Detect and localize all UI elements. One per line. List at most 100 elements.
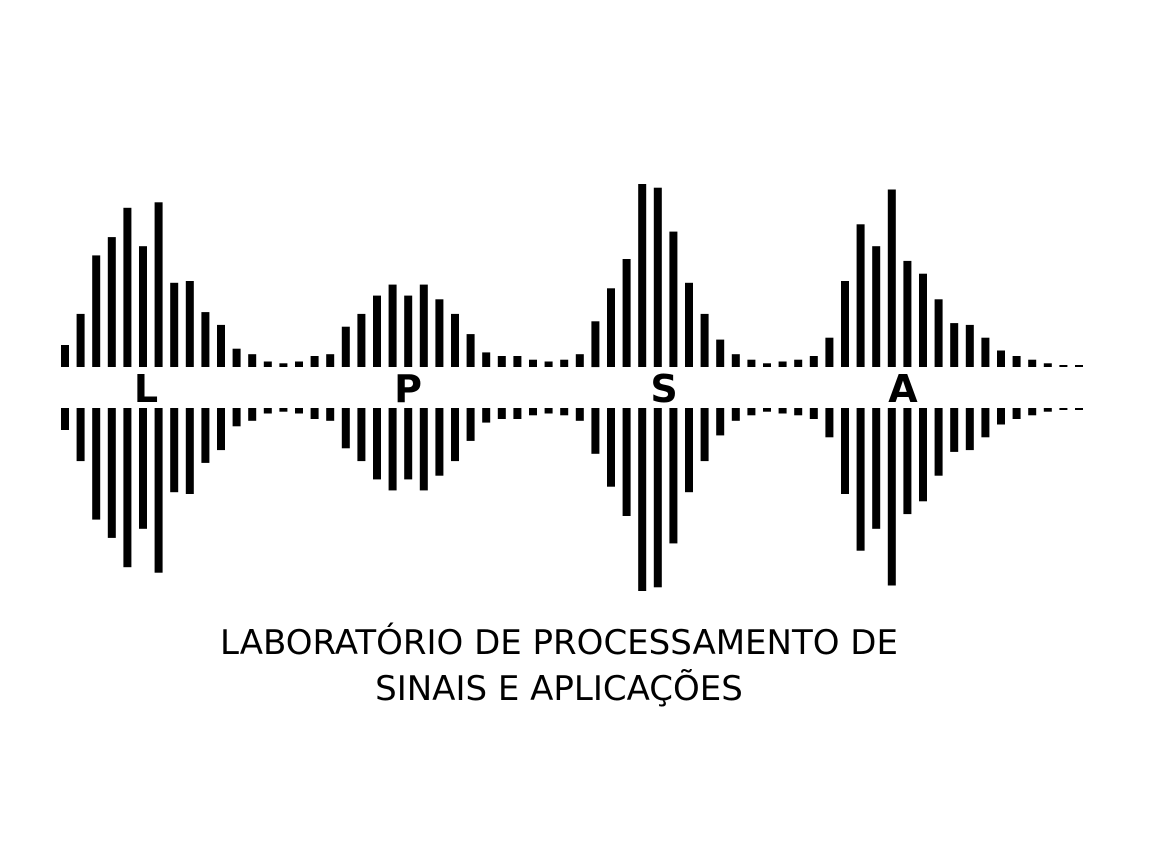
waveform-bar-upper: [123, 207, 132, 367]
waveform-bar-lower: [373, 408, 381, 480]
waveform-bar-upper: [185, 281, 194, 367]
waveform-bar-upper: [1012, 356, 1021, 367]
waveform-bar-lower: [965, 408, 974, 451]
waveform-bar-lower: [139, 408, 147, 529]
waveform-bar-upper: [451, 313, 459, 367]
waveform-bar-lower: [638, 408, 647, 591]
waveform-bar-lower: [950, 408, 959, 452]
waveform-bar-upper: [217, 324, 225, 367]
waveform-bar-upper: [326, 354, 335, 367]
waveform-bar-upper: [1028, 359, 1037, 367]
waveform-bar-lower: [919, 408, 927, 502]
waveform-bar-lower: [934, 408, 943, 476]
waveform-bar-upper: [950, 323, 959, 367]
waveform-bar-lower: [700, 408, 709, 462]
waveform-bar-lower: [61, 408, 69, 430]
waveform-bar-upper: [466, 334, 475, 367]
waveform-bar-upper: [544, 361, 553, 367]
waveform-bar-lower: [685, 408, 693, 493]
waveform-bar-upper: [1043, 363, 1052, 367]
waveform-bar-upper: [591, 321, 600, 368]
waveform-bar-upper: [653, 187, 662, 367]
waveform-bar-upper: [669, 231, 678, 367]
waveform-bar-upper: [295, 361, 303, 367]
waveform-bar-lower: [357, 408, 366, 462]
waveform-bar-upper: [529, 359, 537, 367]
waveform-bar-upper: [903, 260, 912, 367]
waveform-bar-lower: [123, 408, 132, 568]
waveform-bar-upper: [825, 337, 834, 367]
waveform-bar-upper: [388, 284, 397, 367]
waveform-bar-lower: [92, 408, 101, 520]
waveform-bar-lower: [747, 408, 756, 416]
waveform-bar-upper: [841, 281, 849, 367]
waveform-bar-lower: [529, 408, 537, 416]
waveform-bar-lower: [763, 408, 771, 412]
waveform-bar-lower: [809, 408, 818, 419]
waveform-bar-lower: [232, 408, 241, 427]
waveform-bar-upper: [61, 345, 69, 367]
waveform-bar-upper: [232, 348, 241, 367]
waveform-bar-lower: [326, 408, 335, 421]
waveform-bar-lower: [513, 408, 522, 419]
waveform-bar-lower: [76, 408, 85, 462]
waveform-bar-lower: [310, 408, 319, 419]
waveform-bar-upper: [685, 282, 693, 367]
waveform-bar-lower: [716, 408, 725, 436]
waveform-bar-lower: [856, 408, 865, 551]
waveform-bar-upper: [341, 326, 350, 367]
waveform-bar-upper: [107, 237, 116, 367]
waveform-bar-lower: [341, 408, 350, 449]
waveform-bar-upper: [263, 361, 272, 367]
waveform-bar-upper: [575, 354, 584, 367]
logo-letter-a: A: [888, 367, 918, 411]
waveform-bar-upper: [92, 255, 101, 367]
waveform-bar-lower: [887, 408, 896, 586]
waveform-bar-lower: [497, 408, 506, 419]
waveform-bar-lower: [295, 408, 303, 414]
waveform-bar-upper: [919, 273, 927, 367]
waveform-bar-upper: [700, 313, 709, 367]
waveform-bar-lower: [482, 408, 491, 423]
waveform-bar-upper: [419, 284, 428, 367]
waveform-bar-lower: [279, 408, 288, 412]
waveform-bar-upper: [279, 363, 288, 367]
waveform-bar-upper: [622, 259, 631, 367]
waveform-bar-lower: [669, 408, 678, 544]
waveform-bar-lower: [1059, 408, 1068, 410]
waveform-bar-upper: [248, 354, 257, 367]
waveform-bar-upper: [809, 356, 818, 367]
waveform-bar-upper: [731, 354, 740, 367]
waveform-bar-lower: [1043, 408, 1052, 412]
waveform-bar-lower: [435, 408, 444, 476]
waveform-graphic: [61, 184, 1083, 591]
waveform-bar-upper: [139, 246, 147, 367]
waveform-bar-upper: [747, 359, 756, 367]
waveform-bar-upper: [794, 359, 803, 367]
caption-line-1: LABORATÓRIO DE PROCESSAMENTO DE: [220, 623, 898, 663]
waveform-bar-lower: [201, 408, 210, 463]
waveform-bar-upper: [170, 282, 179, 367]
waveform-bar-lower: [248, 408, 257, 421]
waveform-bar-lower: [154, 408, 163, 573]
waveform-bar-upper: [560, 359, 569, 367]
waveform-bar-lower: [388, 408, 397, 491]
waveform-bar-lower: [1028, 408, 1037, 416]
waveform-bar-lower: [170, 408, 179, 493]
waveform-bar-upper: [76, 313, 85, 367]
waveform-bar-lower: [591, 408, 600, 454]
waveform-bar-lower: [622, 408, 631, 516]
waveform-bar-lower: [419, 408, 428, 491]
waveform-bar-upper: [373, 295, 381, 367]
waveform-bar-lower: [575, 408, 584, 421]
waveform-bar-upper: [310, 356, 319, 367]
waveform-bar-upper: [482, 352, 491, 367]
caption-line-2: SINAIS E APLICAÇÕES: [375, 669, 743, 709]
waveform-bar-upper: [965, 324, 974, 367]
waveform-bar-upper: [435, 299, 444, 367]
waveform-bar-lower: [263, 408, 272, 414]
waveform-bar-upper: [638, 184, 647, 367]
waveform-bar-upper: [856, 224, 865, 367]
waveform-bar-lower: [997, 408, 1005, 425]
